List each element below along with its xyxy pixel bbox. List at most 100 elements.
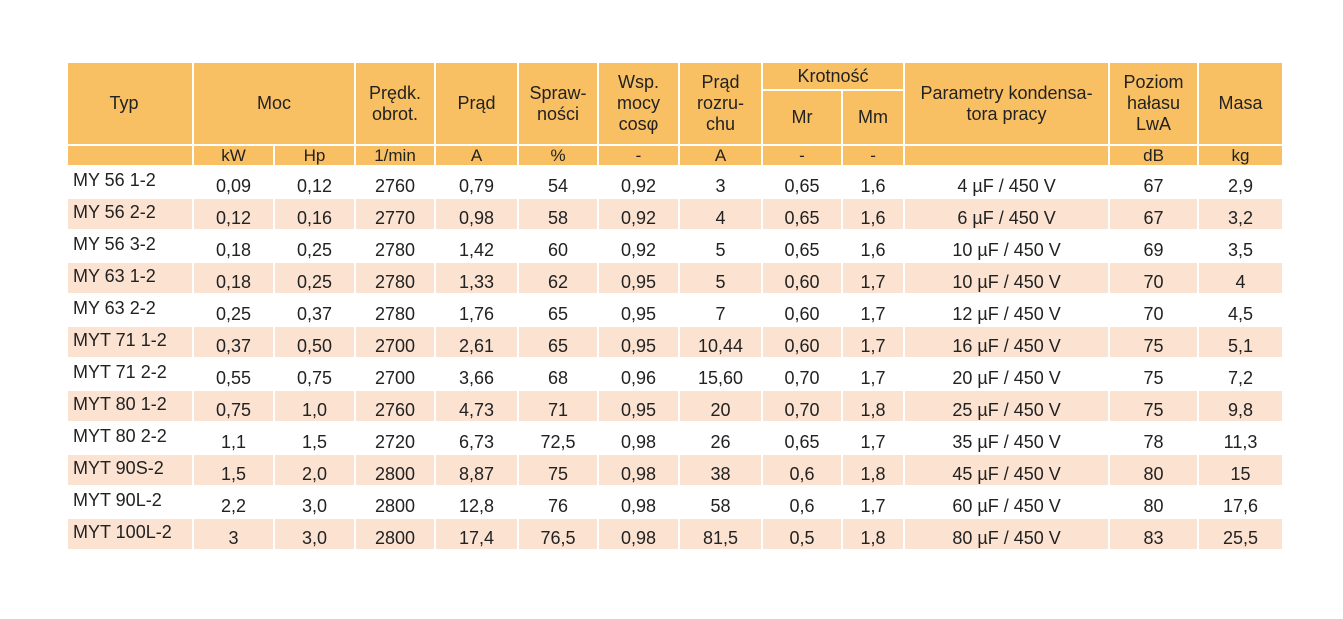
table-cell: 72,5 [517, 421, 600, 454]
table-row: MYT 71 1-2 0,37 0,50 2700 2,61 65 0,95 10,44 0,6… [66, 325, 1285, 358]
table-cell: 0,37 [272, 293, 357, 326]
table-cell: 1,0 [272, 389, 357, 422]
table-cell: 0,50 [272, 325, 357, 358]
table-cell: 0,92 [597, 229, 681, 262]
table-body: MY 56 1-2 0,09 0,12 2760 0,79 54 0,92 3 0,65 1,6 4… [66, 165, 1285, 549]
table-cell: 1,7 [841, 325, 906, 358]
table-cell: 2700 [354, 357, 437, 390]
table-cell: 1,76 [434, 293, 520, 326]
table-cell: 7,2 [1197, 357, 1285, 390]
table-cell: 45 µF / 450 V [903, 453, 1111, 486]
table-cell: 20 µF / 450 V [903, 357, 1111, 390]
table-row: MYT 90S-2 1,5 2,0 2800 8,87 75 0,98 38 0,6 1,8 45 … [66, 453, 1285, 486]
table-cell: 1,7 [841, 357, 906, 390]
table-cell: 2780 [354, 229, 437, 262]
unit-cell: - [761, 144, 844, 167]
table-cell: 1,6 [841, 197, 906, 230]
unit-cell: % [517, 144, 600, 167]
table-cell: 1,7 [841, 485, 906, 518]
table-cell: 0,25 [272, 229, 357, 262]
table-cell: 54 [517, 165, 600, 198]
table-row: MYT 71 2-2 0,55 0,75 2700 3,66 68 0,96 15,60 0,7… [66, 357, 1285, 390]
table-cell: 0,92 [597, 197, 681, 230]
table-cell: 60 µF / 450 V [903, 485, 1111, 518]
header-wsp-mocy: Wsp. mocy cosφ [597, 61, 681, 146]
header-mr: Mr [761, 89, 844, 146]
motor-type-cell: MYT 100L-2 [66, 517, 194, 549]
table-cell: 76 [517, 485, 600, 518]
table-cell: 17,6 [1197, 485, 1285, 518]
table-cell: 0,98 [597, 453, 681, 486]
table-cell: 25 µF / 450 V [903, 389, 1111, 422]
table-cell: 0,75 [192, 389, 275, 422]
table-cell: 0,65 [761, 421, 844, 454]
table-cell: 4,73 [434, 389, 520, 422]
table-cell: 1,1 [192, 421, 275, 454]
table-cell: 0,16 [272, 197, 357, 230]
table-cell: 0,25 [272, 261, 357, 294]
table-cell: 69 [1108, 229, 1200, 262]
table-row: MYT 80 1-2 0,75 1,0 2760 4,73 71 0,95 20 0,70 1,8… [66, 389, 1285, 422]
unit-cell: kW [192, 144, 275, 167]
header-moc: Moc [191, 61, 357, 146]
table-cell: 2760 [354, 165, 437, 198]
header-prad: Prąd [434, 61, 520, 146]
table-row: MY 56 2-2 0,12 0,16 2770 0,98 58 0,92 4 0,65 1,6 6… [66, 197, 1285, 230]
table-cell: 2,0 [272, 453, 357, 486]
table-row: MY 56 1-2 0,09 0,12 2760 0,79 54 0,92 3 0,65 1,6 4… [66, 165, 1285, 198]
motor-type-cell: MY 56 2-2 [66, 197, 194, 230]
table-cell: 3 [678, 165, 764, 198]
table-cell: 83 [1108, 517, 1200, 549]
table-cell: 0,60 [761, 261, 844, 294]
table-cell: 75 [517, 453, 600, 486]
table-cell: 3,0 [272, 517, 357, 549]
table-cell: 8,87 [434, 453, 520, 486]
table-cell: 5 [678, 261, 764, 294]
table-cell: 71 [517, 389, 600, 422]
table-cell: 60 [517, 229, 600, 262]
table-cell: 2780 [354, 261, 437, 294]
table-cell: 75 [1108, 389, 1200, 422]
table-cell: 12,8 [434, 485, 520, 518]
table-cell: 6 µF / 450 V [903, 197, 1111, 230]
table-cell: 70 [1108, 293, 1200, 326]
table-cell: 11,3 [1197, 421, 1285, 454]
table-cell: 0,95 [597, 325, 681, 358]
table-cell: 0,95 [597, 261, 681, 294]
table-cell: 38 [678, 453, 764, 486]
table-cell: 12 µF / 450 V [903, 293, 1111, 326]
motor-type-cell: MYT 90L-2 [66, 485, 194, 518]
table-cell: 2780 [354, 293, 437, 326]
table-cell: 0,5 [761, 517, 844, 549]
table-cell: 80 [1108, 485, 1200, 518]
table-cell: 1,33 [434, 261, 520, 294]
motor-type-cell: MY 63 1-2 [66, 261, 194, 294]
table-cell: 1,5 [272, 421, 357, 454]
header-typ: Typ [66, 61, 194, 146]
table-cell: 5 [678, 229, 764, 262]
motor-type-cell: MYT 80 1-2 [66, 389, 194, 422]
table-cell: 35 µF / 450 V [903, 421, 1111, 454]
table-cell: 1,7 [841, 421, 906, 454]
table-cell: 2760 [354, 389, 437, 422]
table-cell: 0,18 [192, 229, 275, 262]
table-cell: 0,09 [192, 165, 275, 198]
table-cell: 67 [1108, 197, 1200, 230]
table-cell: 2,61 [434, 325, 520, 358]
table-header: Typ Moc Prędk. obrot. Prąd Spraw-ności Ws… [66, 61, 1285, 167]
table-cell: 0,96 [597, 357, 681, 390]
unit-cell: 1/min [354, 144, 437, 167]
unit-cell: Hp [272, 144, 357, 167]
table-cell: 10,44 [678, 325, 764, 358]
header-predkosc: Prędk. obrot. [354, 61, 437, 146]
table-cell: 0,6 [761, 485, 844, 518]
table-cell: 26 [678, 421, 764, 454]
table-cell: 0,95 [597, 293, 681, 326]
header-prad-rozruchu: Prąd rozru-chu [678, 61, 764, 146]
table-cell: 16 µF / 450 V [903, 325, 1111, 358]
table-row: MY 56 3-2 0,18 0,25 2780 1,42 60 0,92 5 0,65 1,6 1… [66, 229, 1285, 262]
header-krotnosc: Krotność [761, 61, 906, 91]
table-cell: 0,70 [761, 389, 844, 422]
motor-type-cell: MY 63 2-2 [66, 293, 194, 326]
motor-type-cell: MY 56 3-2 [66, 229, 194, 262]
